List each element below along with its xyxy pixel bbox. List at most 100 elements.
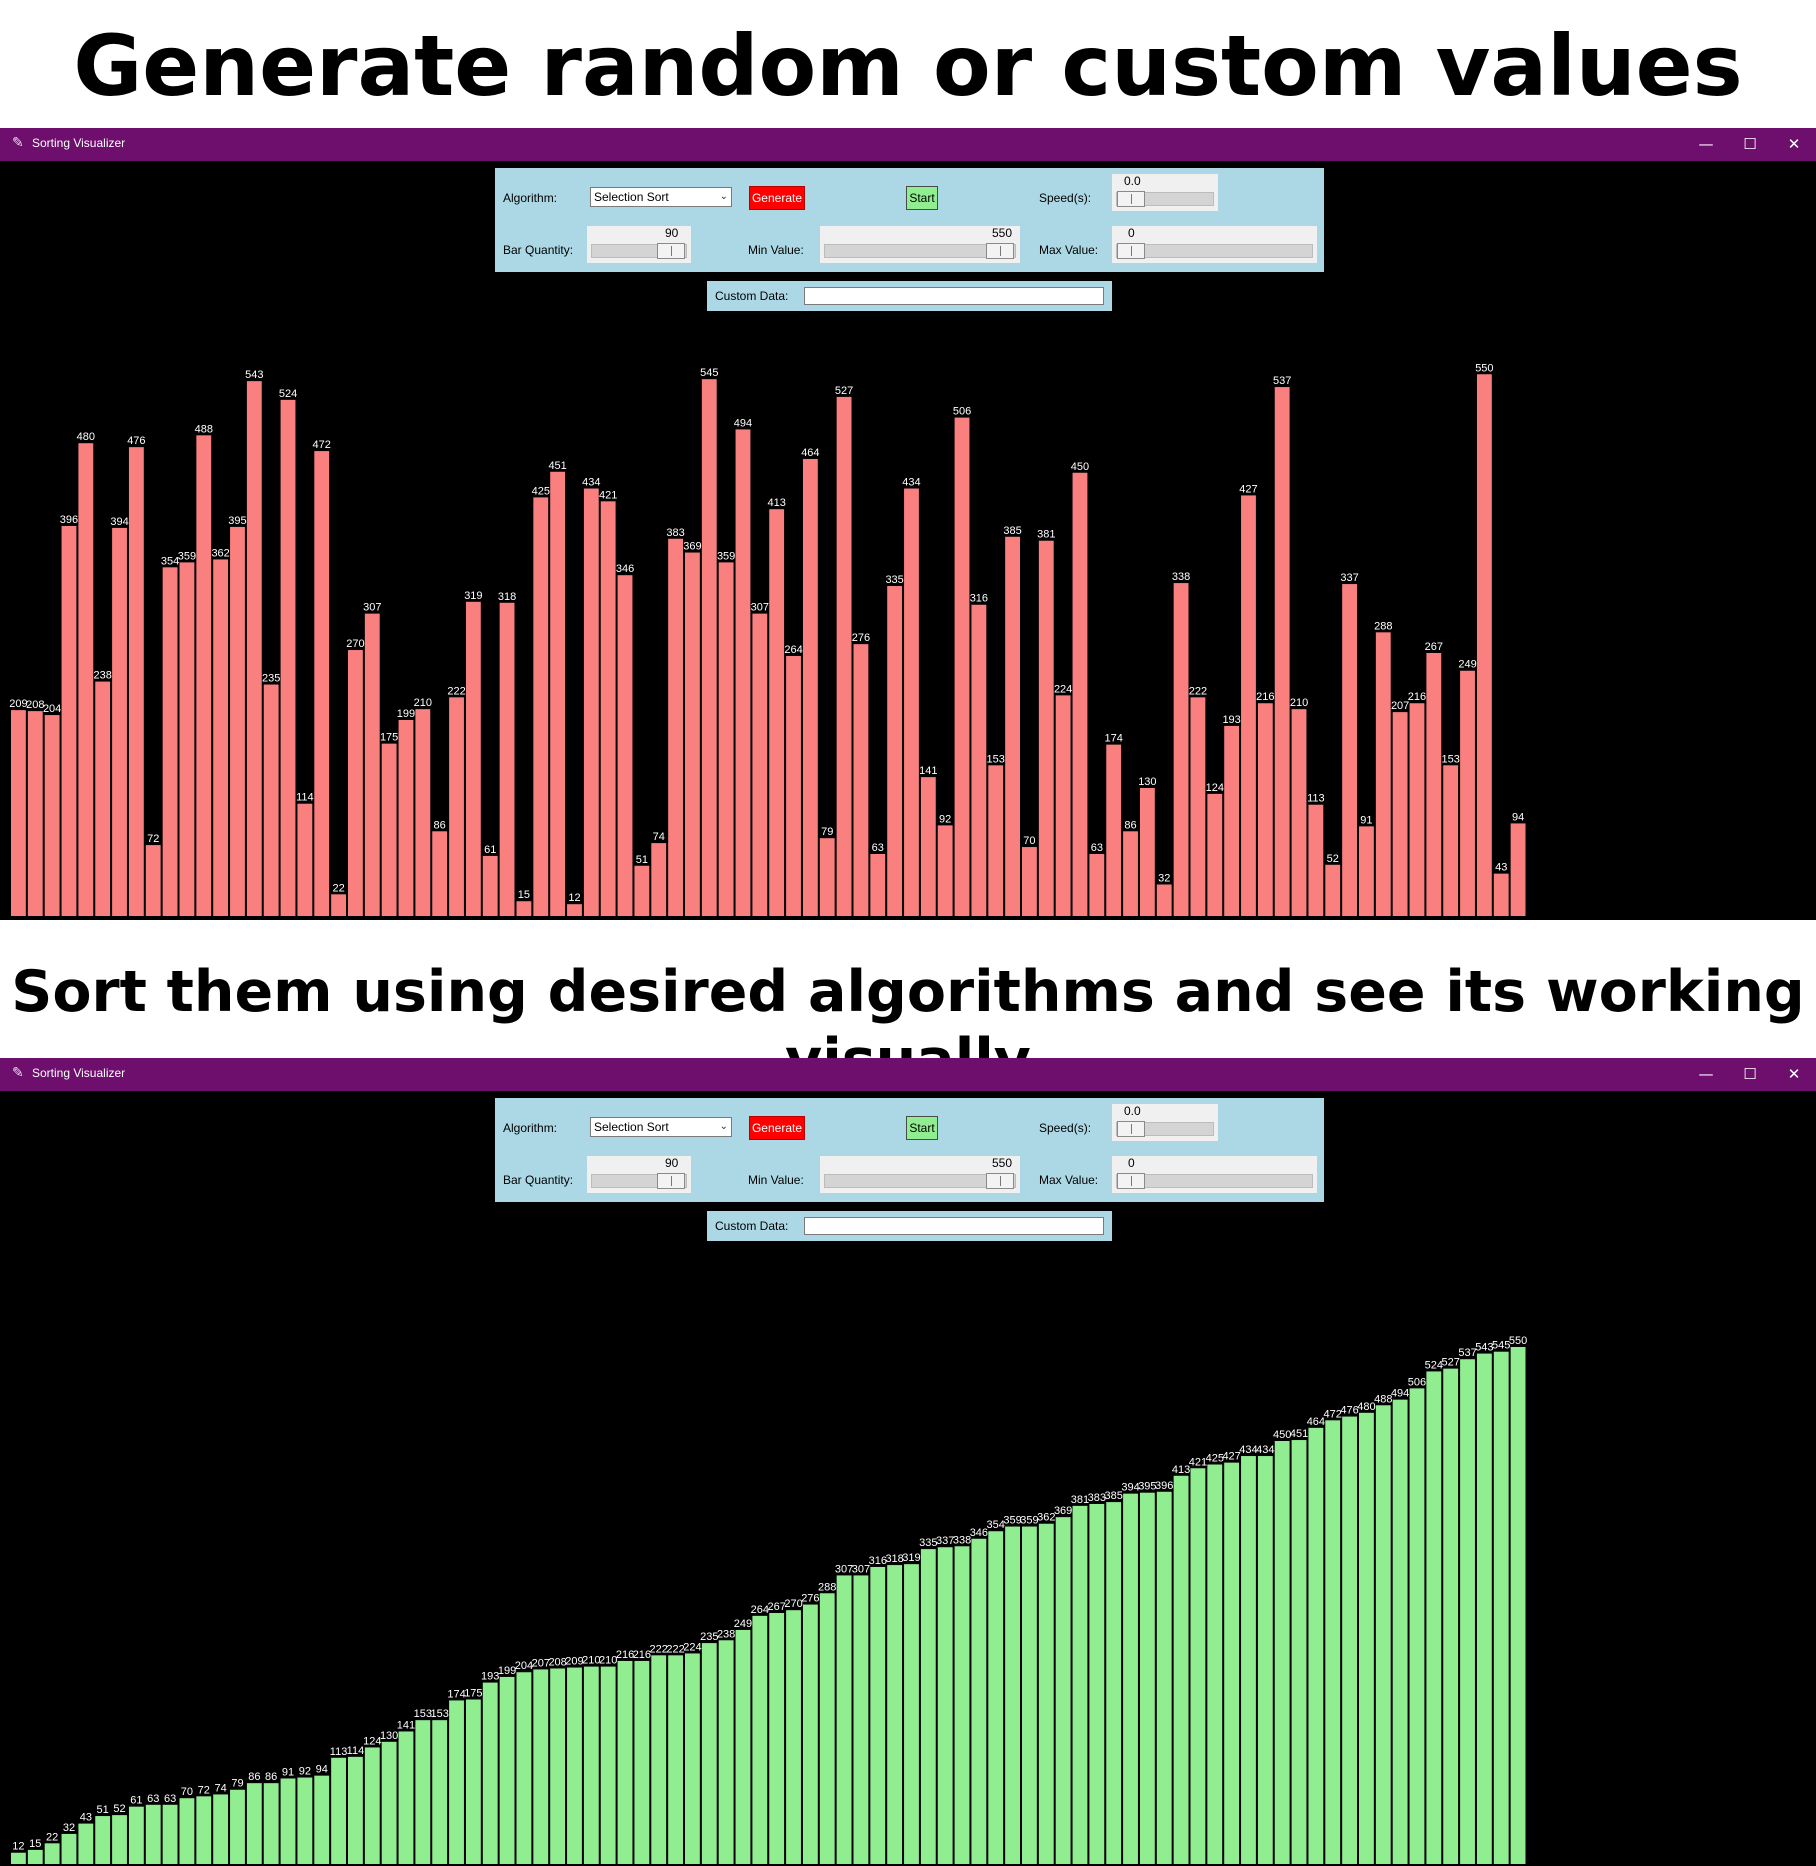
bar-value-label: 92 (939, 813, 951, 825)
bar (937, 1547, 953, 1864)
bar (179, 1798, 195, 1864)
bar-value-label: 385 (1104, 1490, 1122, 1502)
bar (971, 1538, 987, 1864)
bar-value-label: 318 (498, 591, 516, 603)
bar-value-label: 346 (970, 1527, 988, 1539)
min-value-slider[interactable]: 550 (820, 1156, 1020, 1193)
bar-quantity-slider[interactable]: 90 (587, 1156, 691, 1193)
bar-quantity-slider-handle[interactable] (657, 1173, 685, 1189)
min-value-slider-handle[interactable] (986, 243, 1014, 259)
min-value-slider-handle[interactable] (986, 1173, 1014, 1189)
bar-value-label: 307 (751, 602, 769, 614)
max-value-slider[interactable]: 0 (1112, 226, 1317, 263)
title-bar[interactable]: ✎ Sorting Visualizer — ☐ ✕ (0, 1058, 1816, 1091)
bar (1207, 793, 1223, 916)
visualizer-window-unsorted: ✎ Sorting Visualizer — ☐ ✕ 209 208 204 396 4… (0, 128, 1816, 920)
custom-data-panel: Custom Data: (707, 281, 1112, 311)
bar (516, 1672, 532, 1864)
bar (449, 1700, 464, 1864)
bar (1409, 1388, 1425, 1864)
title-bar[interactable]: ✎ Sorting Visualizer — ☐ ✕ (0, 128, 1816, 161)
algorithm-label: Algorithm: (503, 1121, 558, 1135)
bar (1106, 1502, 1122, 1864)
speed-slider-handle[interactable] (1117, 1121, 1145, 1137)
bar (1426, 1371, 1442, 1864)
bar-value-label: 319 (464, 590, 482, 602)
bar (550, 1668, 566, 1864)
bar (802, 458, 818, 916)
bar (904, 1564, 919, 1864)
max-value-label: Max Value: (1039, 243, 1099, 257)
speed-slider-handle[interactable] (1117, 191, 1145, 207)
custom-data-input[interactable] (804, 287, 1104, 305)
start-button[interactable]: Start (906, 186, 938, 210)
bar-quantity-slider-handle[interactable] (657, 243, 685, 259)
bar-value-label: 480 (1357, 1401, 1375, 1413)
bar (1123, 1493, 1138, 1864)
minimize-button[interactable]: — (1698, 1065, 1714, 1083)
min-value-slider[interactable]: 550 (820, 226, 1020, 263)
bar-value-label: 91 (282, 1766, 294, 1778)
start-button[interactable]: Start (906, 1116, 938, 1140)
bar (280, 399, 296, 916)
bar-value-label: 359 (717, 550, 735, 562)
bar-value-label: 319 (902, 1552, 920, 1564)
maximize-button[interactable]: ☐ (1743, 135, 1757, 153)
bar (1308, 1427, 1324, 1864)
maximize-button[interactable]: ☐ (1743, 1065, 1757, 1083)
min-value-slider-trough[interactable] (824, 244, 1016, 258)
max-value-slider-trough[interactable] (1116, 1174, 1313, 1188)
bar-value-label: 94 (1512, 811, 1524, 823)
algorithm-select[interactable]: Selection Sort ⌄ (590, 187, 732, 207)
min-value-value: 550 (992, 1156, 1013, 1170)
bar (1510, 1347, 1526, 1864)
bar (668, 1655, 683, 1864)
max-value-slider-handle[interactable] (1117, 1173, 1145, 1189)
bar (769, 1613, 785, 1864)
bar-value-label: 338 (953, 1534, 971, 1546)
bar-value-label: 63 (872, 842, 884, 854)
bar-value-label: 427 (1239, 483, 1257, 495)
bar-value-label: 488 (195, 423, 213, 435)
bar-value-label: 222 (1189, 685, 1207, 697)
bar-quantity-slider[interactable]: 90 (587, 226, 691, 263)
bar (1072, 1505, 1088, 1864)
custom-data-input[interactable] (804, 1217, 1104, 1235)
close-button[interactable]: ✕ (1787, 135, 1801, 153)
bar-value-label: 434 (902, 477, 920, 489)
generate-button[interactable]: Generate (749, 186, 805, 210)
bar (583, 1666, 599, 1864)
bar (1274, 1441, 1290, 1864)
bar-value-label: 70 (1023, 835, 1035, 847)
bar (1409, 703, 1425, 916)
algorithm-select[interactable]: Selection Sort ⌄ (590, 1117, 732, 1137)
chevron-down-icon: ⌄ (719, 1121, 728, 1132)
bar (651, 843, 667, 916)
minimize-button[interactable]: — (1698, 135, 1714, 153)
close-button[interactable]: ✕ (1787, 1065, 1801, 1083)
bar-value-label: 153 (431, 1708, 449, 1720)
bar (786, 1610, 801, 1864)
bar (937, 825, 953, 916)
speed-slider[interactable]: 0.0 (1112, 174, 1218, 211)
bar-value-label: 174 (1104, 733, 1122, 745)
bar (1493, 1351, 1509, 1864)
min-value-slider-trough[interactable] (824, 1174, 1016, 1188)
bar (988, 765, 1004, 916)
bar-value-label: 276 (852, 632, 870, 644)
bar-value-label: 249 (1458, 659, 1476, 671)
bar (836, 1575, 852, 1864)
max-value-slider-trough[interactable] (1116, 244, 1313, 258)
bar-value-label: 395 (1138, 1481, 1156, 1493)
control-panel: Algorithm: Selection Sort ⌄ Generate Sta… (495, 1098, 1324, 1202)
generate-button[interactable]: Generate (749, 1116, 805, 1140)
bar-value-label: 494 (1391, 1388, 1409, 1400)
bar (634, 1660, 650, 1864)
bar-value-label: 354 (987, 1519, 1005, 1531)
bar-value-label: 193 (1222, 714, 1240, 726)
max-value-slider-handle[interactable] (1117, 243, 1145, 259)
bar-value-label: 450 (1273, 1429, 1291, 1441)
speed-slider[interactable]: 0.0 (1112, 1104, 1218, 1141)
max-value-slider[interactable]: 0 (1112, 1156, 1317, 1193)
bar (1375, 632, 1391, 916)
